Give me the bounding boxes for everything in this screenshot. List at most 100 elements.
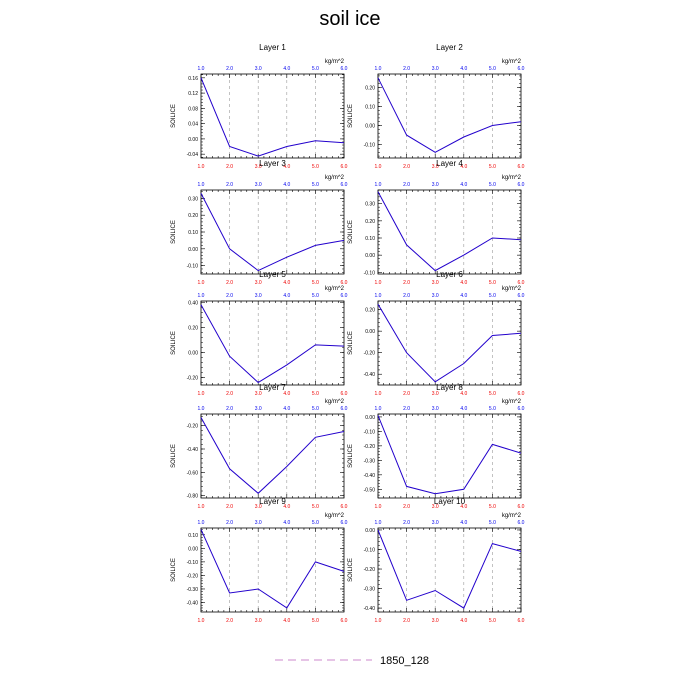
x-tick-label: 4.0 xyxy=(460,504,467,510)
units-label: kg/m^2 xyxy=(502,59,522,65)
x-tick-label: 1.0 xyxy=(375,618,382,624)
y-tick-label: 0.30 xyxy=(365,202,375,208)
y-axis-label: SOILICE xyxy=(171,104,177,128)
x-top-tick-label: 5.0 xyxy=(312,406,319,412)
x-top-tick-label: 1.0 xyxy=(375,66,382,72)
units-label: kg/m^2 xyxy=(502,286,522,292)
y-tick-label: -0.30 xyxy=(364,458,376,464)
y-tick-label: 0.30 xyxy=(188,196,198,202)
x-tick-label: 3.0 xyxy=(432,280,439,286)
series-line xyxy=(377,529,522,609)
x-top-tick-label: 2.0 xyxy=(226,520,233,526)
y-tick-label: 0.04 xyxy=(188,122,198,128)
y-tick-label: 0.20 xyxy=(188,213,198,219)
y-tick-label: 0.00 xyxy=(365,253,375,259)
x-tick-label: 5.0 xyxy=(312,391,319,397)
y-axis-label: SOILICE xyxy=(348,104,354,128)
x-tick-label: 3.0 xyxy=(255,391,262,397)
x-tick-label: 5.0 xyxy=(489,164,496,170)
x-top-tick-label: 3.0 xyxy=(432,520,439,526)
plot-frame xyxy=(200,527,345,613)
x-top-tick-label: 4.0 xyxy=(460,293,467,299)
x-tick-label: 4.0 xyxy=(283,504,290,510)
y-tick-label: -0.50 xyxy=(364,487,376,493)
x-top-tick-label: 1.0 xyxy=(375,182,382,188)
x-tick-label: 4.0 xyxy=(460,618,467,624)
y-tick-label: -0.04 xyxy=(187,152,199,158)
panel-2: Layer 2 kg/m^2 SOILICE 1.0 1.0 2.0 2.0 3.0 3.0 4.… xyxy=(348,43,525,170)
x-tick-label: 3.0 xyxy=(255,618,262,624)
legend: 1850_128 xyxy=(275,655,429,667)
y-tick-label: -0.40 xyxy=(364,372,376,378)
x-top-tick-label: 1.0 xyxy=(375,293,382,299)
panel-7: Layer 7 kg/m^2 SOILICE 1.0 1.0 2.0 2.0 3.0 3.0 4.… xyxy=(171,383,348,510)
units-label: kg/m^2 xyxy=(502,175,522,181)
x-top-tick-label: 5.0 xyxy=(489,293,496,299)
y-axis-label: SOILICE xyxy=(348,220,354,244)
x-tick-label: 2.0 xyxy=(403,391,410,397)
x-top-tick-label: 3.0 xyxy=(432,66,439,72)
y-tick-label: 0.08 xyxy=(188,106,198,112)
x-tick-label: 2.0 xyxy=(403,164,410,170)
y-tick-label: 0.10 xyxy=(365,236,375,242)
y-tick-label: 0.20 xyxy=(365,308,375,314)
x-top-tick-label: 5.0 xyxy=(312,293,319,299)
x-top-tick-label: 4.0 xyxy=(460,182,467,188)
x-tick-label: 1.0 xyxy=(198,504,205,510)
x-tick-label: 6.0 xyxy=(341,504,348,510)
x-top-tick-label: 6.0 xyxy=(518,406,525,412)
x-top-tick-label: 5.0 xyxy=(312,182,319,188)
x-top-tick-label: 5.0 xyxy=(489,520,496,526)
x-top-tick-label: 2.0 xyxy=(226,293,233,299)
x-tick-label: 5.0 xyxy=(489,280,496,286)
y-tick-label: 0.00 xyxy=(188,137,198,143)
y-tick-label: -0.10 xyxy=(364,547,376,553)
x-tick-label: 4.0 xyxy=(283,280,290,286)
plot-frame xyxy=(377,300,522,386)
x-tick-label: 5.0 xyxy=(312,504,319,510)
y-tick-label: 0.10 xyxy=(365,104,375,110)
x-tick-label: 2.0 xyxy=(403,280,410,286)
x-top-tick-label: 3.0 xyxy=(255,66,262,72)
panel-3: Layer 3 kg/m^2 SOILICE 1.0 1.0 2.0 2.0 3.0 3.0 4.… xyxy=(171,159,348,286)
x-tick-label: 5.0 xyxy=(312,618,319,624)
x-top-tick-label: 6.0 xyxy=(341,520,348,526)
y-tick-label: -0.20 xyxy=(187,375,199,381)
series-line xyxy=(200,304,345,384)
x-tick-label: 4.0 xyxy=(283,164,290,170)
x-top-tick-label: 6.0 xyxy=(341,66,348,72)
x-top-tick-label: 3.0 xyxy=(255,293,262,299)
plot-frame xyxy=(200,413,345,499)
y-axis-label: SOILICE xyxy=(348,444,354,468)
x-tick-label: 5.0 xyxy=(489,391,496,397)
y-tick-label: -0.10 xyxy=(364,429,376,435)
y-tick-label: 0.00 xyxy=(188,247,198,253)
x-tick-label: 6.0 xyxy=(341,391,348,397)
x-tick-label: 3.0 xyxy=(432,504,439,510)
units-label: kg/m^2 xyxy=(502,399,522,405)
y-tick-label: -0.10 xyxy=(187,264,199,270)
panel-title: Layer 2 xyxy=(436,43,463,52)
x-tick-label: 4.0 xyxy=(460,164,467,170)
plot-frame xyxy=(377,413,522,499)
units-label: kg/m^2 xyxy=(325,59,345,65)
y-tick-label: 0.16 xyxy=(188,76,198,82)
y-axis-label: SOILICE xyxy=(171,331,177,355)
x-tick-label: 6.0 xyxy=(341,280,348,286)
panel-title: Layer 6 xyxy=(436,270,463,279)
y-tick-label: 0.20 xyxy=(188,325,198,331)
x-top-tick-label: 3.0 xyxy=(255,520,262,526)
x-top-tick-label: 1.0 xyxy=(198,406,205,412)
x-tick-label: 6.0 xyxy=(518,164,525,170)
y-tick-label: -0.30 xyxy=(364,587,376,593)
units-label: kg/m^2 xyxy=(325,286,345,292)
x-top-tick-label: 3.0 xyxy=(432,406,439,412)
x-top-tick-label: 2.0 xyxy=(403,182,410,188)
y-axis-label: SOILICE xyxy=(348,558,354,582)
y-tick-label: -0.10 xyxy=(187,560,199,566)
x-tick-label: 4.0 xyxy=(460,391,467,397)
x-top-tick-label: 5.0 xyxy=(312,66,319,72)
y-tick-label: 0.20 xyxy=(365,85,375,91)
y-tick-label: 0.10 xyxy=(188,533,198,539)
x-tick-label: 6.0 xyxy=(518,618,525,624)
